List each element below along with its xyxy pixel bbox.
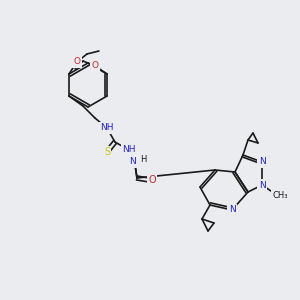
Text: O: O — [74, 58, 80, 67]
Text: S: S — [104, 147, 110, 157]
Text: O: O — [92, 61, 99, 70]
Text: NH: NH — [122, 146, 136, 154]
Text: CH₃: CH₃ — [272, 190, 288, 200]
Text: N: N — [259, 181, 266, 190]
Text: N: N — [229, 206, 236, 214]
Text: H: H — [140, 155, 146, 164]
Text: N: N — [259, 158, 266, 166]
Text: N: N — [130, 158, 136, 166]
Text: O: O — [148, 175, 156, 185]
Text: NH: NH — [100, 124, 114, 133]
